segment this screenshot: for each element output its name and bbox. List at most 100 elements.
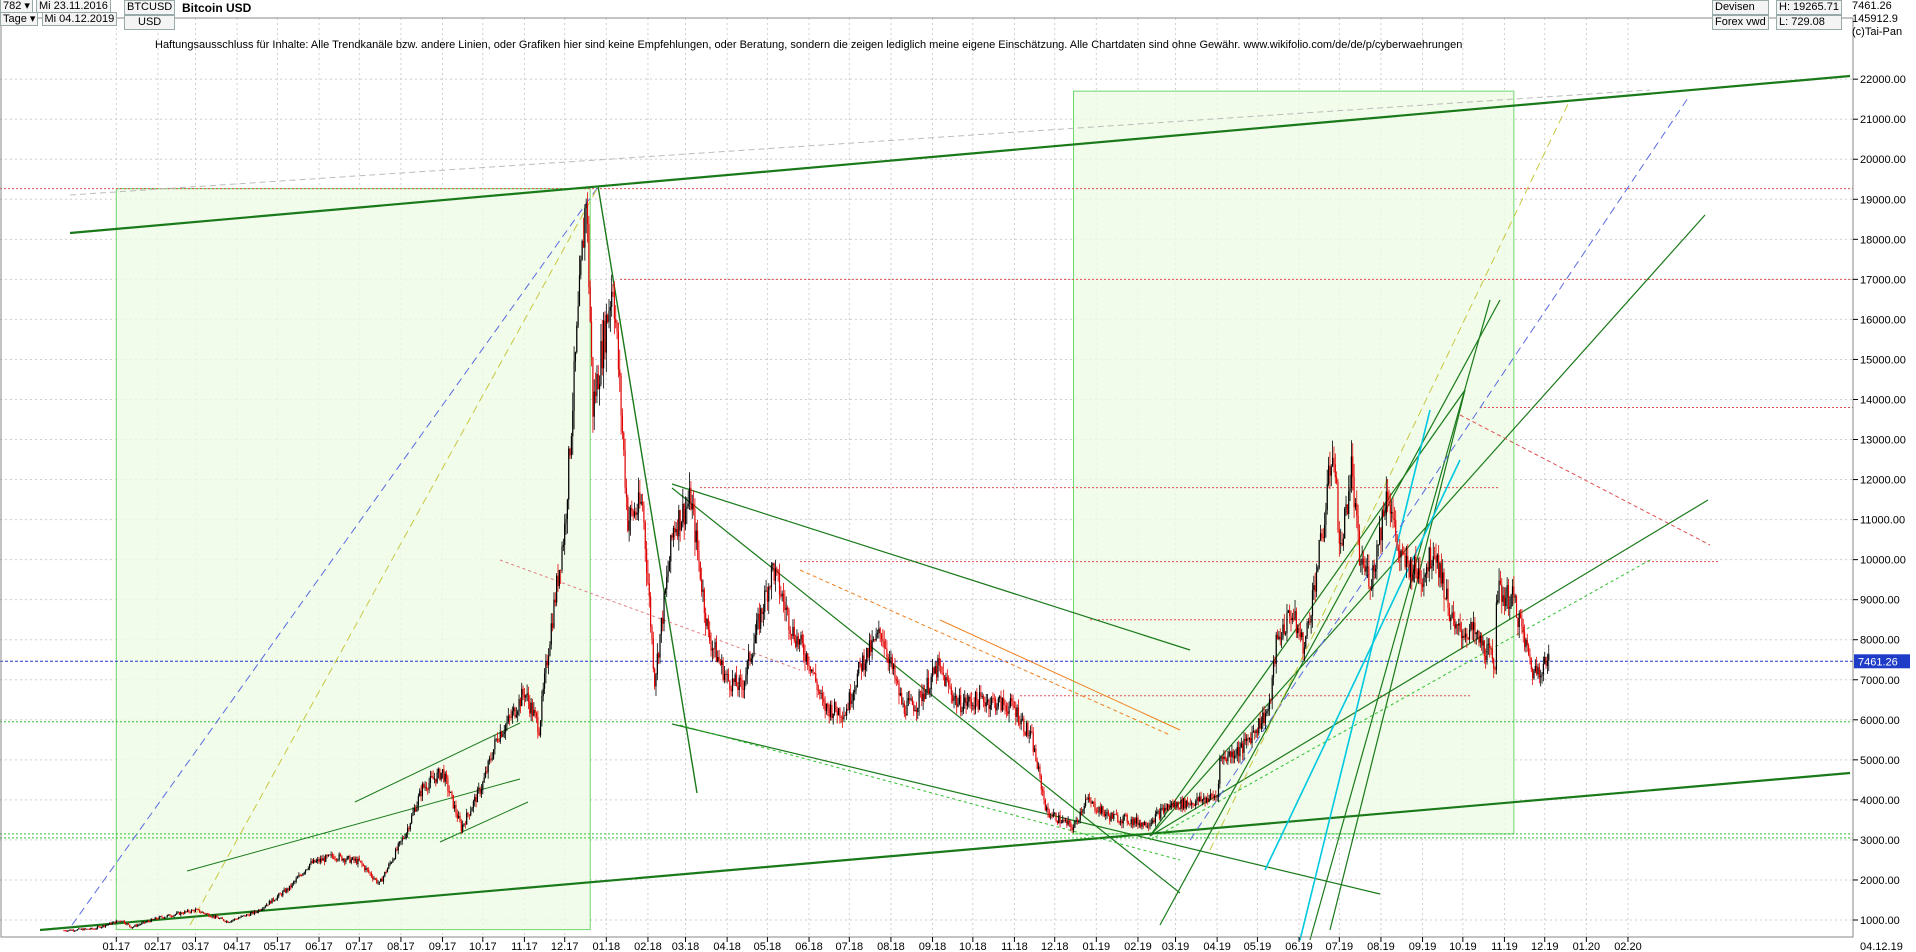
- candle-body: [762, 611, 764, 614]
- candle-body: [1080, 811, 1083, 813]
- candle-body: [1082, 809, 1084, 813]
- trend-line: [1149, 499, 1709, 837]
- candle-body: [1048, 812, 1050, 818]
- candle-body: [488, 758, 491, 761]
- candle-body: [792, 626, 794, 637]
- candle-body: [1444, 598, 1446, 600]
- candle-body: [103, 925, 105, 927]
- candle-body: [264, 906, 266, 908]
- candle-body: [698, 551, 700, 562]
- candle-body: [398, 841, 401, 844]
- x-tick-label: 06.17: [305, 941, 333, 952]
- y-tick-label: 4000.00: [1860, 795, 1900, 807]
- candle-body: [240, 916, 242, 918]
- x-end-label: 04.12.19: [1860, 941, 1903, 952]
- candle-body: [1340, 543, 1342, 544]
- candle-body: [648, 583, 650, 597]
- candle-body: [819, 690, 821, 695]
- candle-body: [581, 240, 583, 260]
- candle-body: [1047, 807, 1049, 813]
- candle-body: [566, 499, 568, 520]
- candle-body: [1064, 820, 1067, 821]
- candle-body: [702, 589, 704, 592]
- candle-body: [480, 789, 483, 794]
- x-tick-label: 05.19: [1244, 941, 1272, 952]
- candle-body: [592, 357, 594, 417]
- candle-body: [66, 930, 68, 932]
- candle-body: [1174, 802, 1177, 806]
- candle-body: [786, 607, 789, 610]
- candle-body: [768, 586, 770, 602]
- interval-select[interactable]: Tage ▾: [0, 12, 39, 26]
- candle-body: [828, 707, 830, 717]
- y-tick-label: 5000.00: [1860, 755, 1900, 767]
- candle-body: [319, 858, 321, 862]
- candle-body: [1443, 572, 1445, 599]
- candle-body: [1369, 586, 1371, 589]
- candle-body: [1025, 722, 1028, 736]
- candle-body: [841, 717, 844, 720]
- candle-body: [292, 882, 295, 884]
- candle-body: [1185, 801, 1187, 809]
- candle-body: [856, 673, 858, 687]
- candle-body: [1450, 617, 1452, 621]
- candle-body: [382, 876, 385, 882]
- y-tick-label: 12000.00: [1860, 475, 1906, 487]
- candle-body: [1050, 816, 1052, 818]
- candle-body: [748, 652, 750, 662]
- candle-body: [1235, 754, 1237, 757]
- candle-body: [682, 503, 684, 523]
- candle-body: [164, 917, 166, 919]
- candle-body: [1280, 638, 1283, 640]
- candle-body: [1287, 610, 1289, 613]
- candle-body: [1468, 629, 1471, 640]
- candle-body: [134, 924, 136, 927]
- candle-body: [90, 927, 92, 930]
- y-tick-label: 21000.00: [1860, 114, 1906, 126]
- candle-body: [542, 688, 544, 697]
- candle-body: [95, 928, 97, 930]
- count-select[interactable]: 782 ▾: [0, 0, 33, 13]
- candle-body: [392, 859, 394, 863]
- candle-body: [416, 805, 418, 812]
- candle-body: [968, 696, 970, 702]
- candle-body: [902, 703, 904, 705]
- candle-body: [1525, 639, 1527, 648]
- candle-body: [1424, 574, 1426, 578]
- candle-body: [126, 923, 128, 925]
- candle-body: [1204, 797, 1206, 803]
- candle-body: [529, 701, 531, 714]
- candle-body: [574, 352, 577, 362]
- candle-body: [166, 915, 168, 917]
- candle-body: [1196, 797, 1198, 802]
- candle-body: [731, 678, 734, 692]
- candle-body: [364, 865, 366, 871]
- candle-body: [1322, 536, 1324, 539]
- candle-body: [827, 703, 829, 708]
- candle-body: [1113, 813, 1115, 819]
- candle-body: [1044, 799, 1046, 811]
- candle-body: [545, 661, 547, 674]
- candle-body: [623, 432, 625, 451]
- candle-body: [984, 702, 986, 707]
- x-tick-label: 01.20: [1573, 941, 1601, 952]
- candle-body: [1501, 584, 1503, 602]
- candle-body: [867, 648, 869, 658]
- candle-body: [241, 915, 244, 917]
- candle-body: [1299, 632, 1301, 638]
- candle-body: [1338, 530, 1340, 544]
- candle-body: [1408, 563, 1410, 578]
- candle-body: [194, 909, 197, 912]
- candle-body: [243, 915, 245, 917]
- candle-body: [758, 613, 760, 629]
- candle-body: [658, 653, 660, 658]
- candle-body: [931, 667, 934, 677]
- candle-body: [980, 692, 982, 697]
- candle-body: [1317, 567, 1319, 572]
- candle-body: [584, 208, 586, 248]
- candle-body: [74, 930, 76, 932]
- candle-body: [573, 361, 575, 411]
- candle-body: [1207, 798, 1209, 802]
- candle-body: [688, 487, 691, 504]
- candle-body: [479, 787, 481, 794]
